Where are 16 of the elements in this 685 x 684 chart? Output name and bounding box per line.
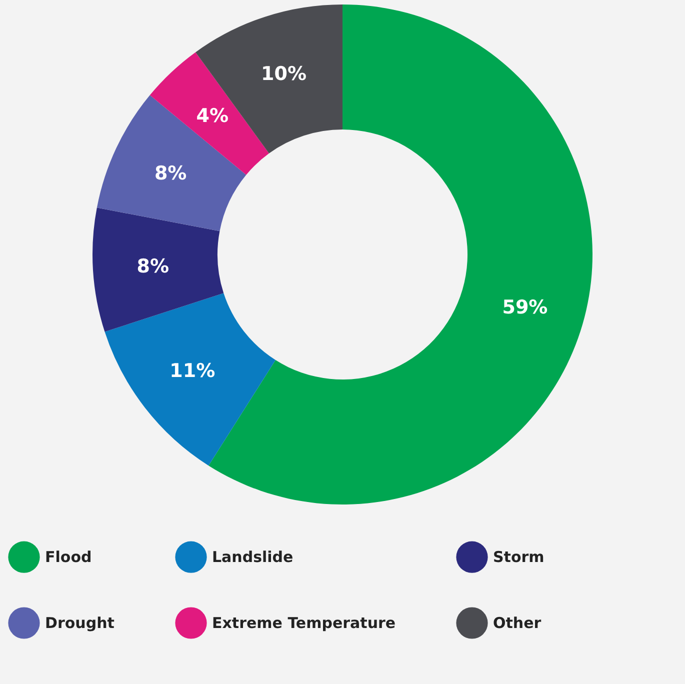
legend-label: Drought <box>45 614 114 632</box>
donut-slice <box>104 293 276 466</box>
donut-slice <box>92 208 224 332</box>
legend-label: Flood <box>45 548 92 566</box>
data-label: 59% <box>502 296 548 319</box>
data-label: 10% <box>261 62 307 85</box>
legend-label: Storm <box>493 548 544 566</box>
data-label: 8% <box>136 255 170 278</box>
legend-label: Other <box>493 614 542 632</box>
data-label: 11% <box>170 360 216 382</box>
data-label: 4% <box>196 104 229 127</box>
data-label: 8% <box>154 162 187 185</box>
donut-slice <box>96 95 246 232</box>
legend-label: Landslide <box>212 548 294 566</box>
legend-label: Extreme Temperature <box>212 614 396 632</box>
donut-slice <box>196 4 342 154</box>
